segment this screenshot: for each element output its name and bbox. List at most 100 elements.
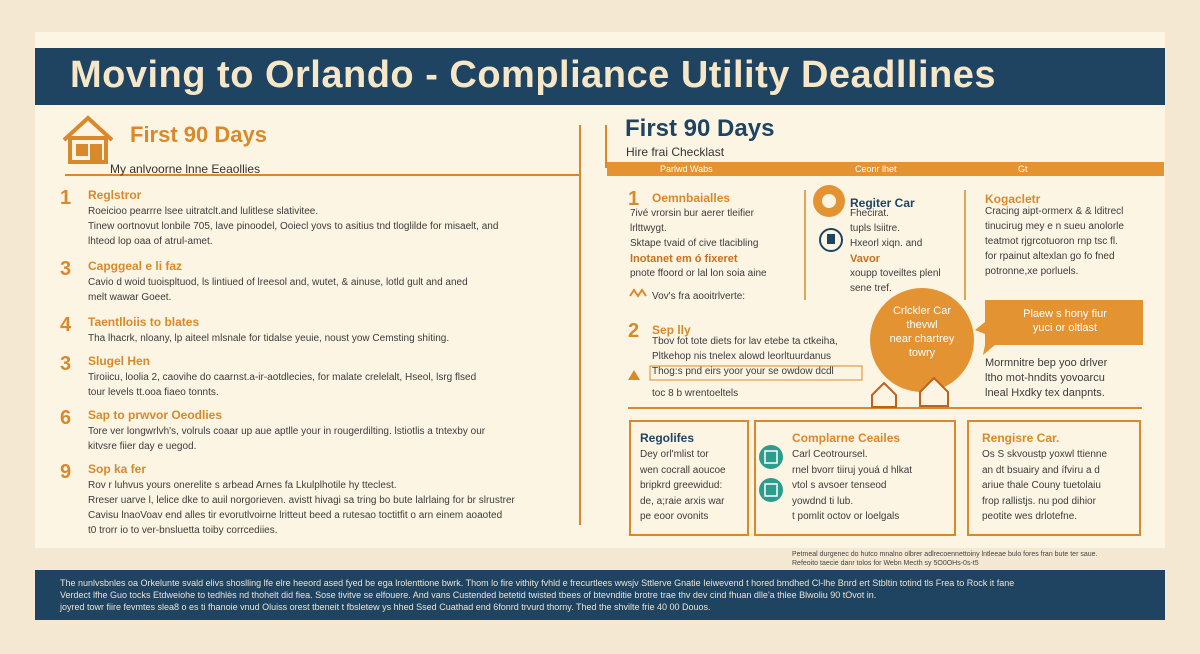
item-text: kitvsre fiier day e uegod. — [88, 441, 197, 452]
block-text: Vov's fra aooitrlverte: — [652, 291, 746, 302]
item-text: Roeicioo pearrre lsee uitratclt.and luli… — [88, 206, 319, 217]
block-text: Mormnitre bep yoo drlver — [985, 357, 1108, 369]
item-text: tour levels tt.ooa fiaeo tonnts. — [88, 387, 219, 398]
section-subheading: Hire frai Checklast — [626, 145, 725, 159]
footer-text: The nunlvsbnles oa Orkelunte svald elivs… — [60, 578, 1015, 588]
house-icon — [62, 115, 114, 164]
block-text: pnote ffoord or lal lon soia aine — [630, 268, 767, 279]
footer-text: joyred towr fiire fevmtes slea8 o es ti … — [60, 602, 711, 612]
item-number: 3 — [60, 258, 72, 280]
item-number: 3 — [60, 353, 72, 375]
footer-text: Verdect lfhe Guo tocks Etdweiohe to tedh… — [60, 590, 877, 600]
item-title: Taentlloiis to blates — [88, 315, 200, 329]
block-text: for rpainut altexlan go fo fned — [985, 251, 1115, 262]
box-title: Regolifes — [640, 431, 695, 445]
item-text: t0 trorr io to ver-bnsluetta toiby corrc… — [88, 525, 278, 536]
item-number: 4 — [60, 314, 72, 336]
block-text: xoupp toveiltes plenl — [850, 268, 941, 279]
item-text: Cavio d woid tuoispltuod, ls lintiued of… — [88, 277, 468, 288]
item-title: Kogacletr — [985, 192, 1041, 206]
box-text: peotite wes drlotefne. — [982, 511, 1078, 522]
box-text: ariue thale Couny tuetolaiu — [982, 480, 1101, 491]
callout-text: thevwl — [906, 319, 938, 331]
item-title: Reglstror — [88, 188, 142, 202]
item-text: melt wawar Goeet. — [88, 292, 172, 303]
box-text: t pomlit octov or loelgals — [792, 511, 900, 522]
column-label: Gt — [1018, 164, 1028, 174]
box-frame — [754, 420, 956, 536]
box-frame — [967, 420, 1141, 536]
item-text: Rov r luhvus yours onerelite s arbead Ar… — [88, 480, 397, 491]
speech-bubble — [983, 300, 1143, 355]
block-text: lneal Hxdky tex danpnts. — [985, 387, 1105, 399]
block-text: tupls lsiitre. — [850, 223, 901, 234]
box-text: pe eoor ovonits — [640, 511, 709, 522]
item-title: Sop ka fer — [88, 462, 147, 476]
item-title: Capggeal e li faz — [88, 259, 183, 273]
item-title: Slugel Hen — [88, 354, 151, 368]
box-text: Carl Ceotroursel. — [792, 449, 868, 460]
item-number: 1 — [628, 188, 640, 210]
box-text: Dey orl'mlist tor — [640, 449, 709, 460]
block-text: 7ivé vrorsin bur aerer tleifier — [630, 208, 754, 219]
box-text: wen cocrall aoucoe — [640, 464, 726, 476]
callout-houses — [871, 376, 949, 408]
item-number: 1 — [60, 187, 72, 209]
page-title: Moving to Orlando - Compliance Utility D… — [70, 54, 997, 96]
teal-icon — [759, 445, 783, 469]
block-text: Thog:s pnd eirs yoor your se owdow dcdl — [652, 366, 834, 377]
section-heading: First 90 Days — [625, 115, 775, 142]
source-note: Refeoito taecie danr tolos for Webn Mect… — [792, 560, 979, 567]
callout-text: Crlckler Car — [892, 305, 952, 317]
block-text: Tbov fot tote diets for lav etebe ta ctk… — [652, 336, 838, 347]
block-text: Hxeorl xiqn. and — [850, 238, 923, 249]
item-text: lhteod lop oaa of atrul-amet. — [88, 236, 213, 247]
callout-text: near chartrey — [889, 333, 955, 345]
box-frame — [629, 420, 749, 536]
title-bar — [35, 48, 1165, 105]
panel — [35, 32, 1165, 548]
item-number: 6 — [60, 407, 72, 429]
box-text: rnel bvorr tiiruj youá d hlkat — [792, 464, 913, 476]
footer-bar — [35, 570, 1165, 620]
block-text: tinucirug mey e n sueu anolorle — [985, 221, 1124, 232]
box-text: de, a;raie arxis war — [640, 495, 725, 507]
item-text: Tore ver longwrlvh's, volruls coaar up a… — [88, 426, 486, 437]
block-text: sene tref. — [850, 283, 892, 294]
box-text: an dt bsuairy and ífviru a d — [982, 464, 1100, 476]
item-text: Tha lhacrk, nloany, lp aiteel mlsnale fo… — [88, 333, 450, 344]
block-text: teatmot rjgrcotuoron rnp tsc fl. — [985, 236, 1118, 247]
key-icon — [819, 228, 843, 252]
block-text: lnotanet em ó fixeret — [630, 253, 738, 265]
box-title: Rengisre Car. — [982, 431, 1060, 445]
source-note: Petmeal durgenec do hutco mnalno olbrer … — [792, 551, 1098, 558]
item-text: Tinew oortnovut lonbile 705, lave pinood… — [88, 221, 499, 232]
block-text: Vavor — [850, 253, 880, 265]
bubble-text: yuci or oltlast — [1032, 322, 1098, 334]
block-text: potronne,xe porluels. — [985, 266, 1079, 277]
icon-glyph — [764, 450, 778, 464]
small-icon — [628, 370, 640, 380]
speech-tail — [975, 322, 985, 334]
callout-circle — [870, 288, 974, 392]
block-text: Cracing aipt-ormerx & & lditrecl — [985, 206, 1124, 217]
teal-icon — [759, 478, 783, 502]
bubble-text: Plaew s hony fiur — [1023, 308, 1107, 320]
highlight-box — [649, 365, 863, 381]
item-title: Oemnbaialles — [652, 191, 731, 205]
item-title: Sep lly — [652, 323, 691, 337]
box-text: yowdnd ti lub. — [792, 495, 854, 507]
block-text: ltho mot-hndits yovoarcu — [985, 372, 1105, 384]
item-text: Cavisu lnaoVoav end alles tir evorutlvoi… — [88, 510, 503, 521]
box-text: vtol s avsoer tenseod — [792, 480, 887, 491]
section-subheading: My anlvoorne lnne Eeaollies — [110, 162, 261, 176]
column-label: Ceonr lhet — [855, 164, 897, 174]
gear-icon — [813, 185, 845, 217]
section-heading: First 90 Days — [130, 122, 267, 147]
callout-text: towry — [908, 347, 936, 359]
block-text: Sktape tvaid of cive tlacibling — [630, 238, 759, 249]
block-text: Pltkehop nis tnelex alowd leorltuurdanus — [652, 351, 831, 362]
item-text: Tiroiicu, loolia 2, caovihe do caarnst.a… — [88, 372, 477, 383]
item-text: Rreser uarve l, lelice dke to auil norgo… — [88, 495, 515, 506]
